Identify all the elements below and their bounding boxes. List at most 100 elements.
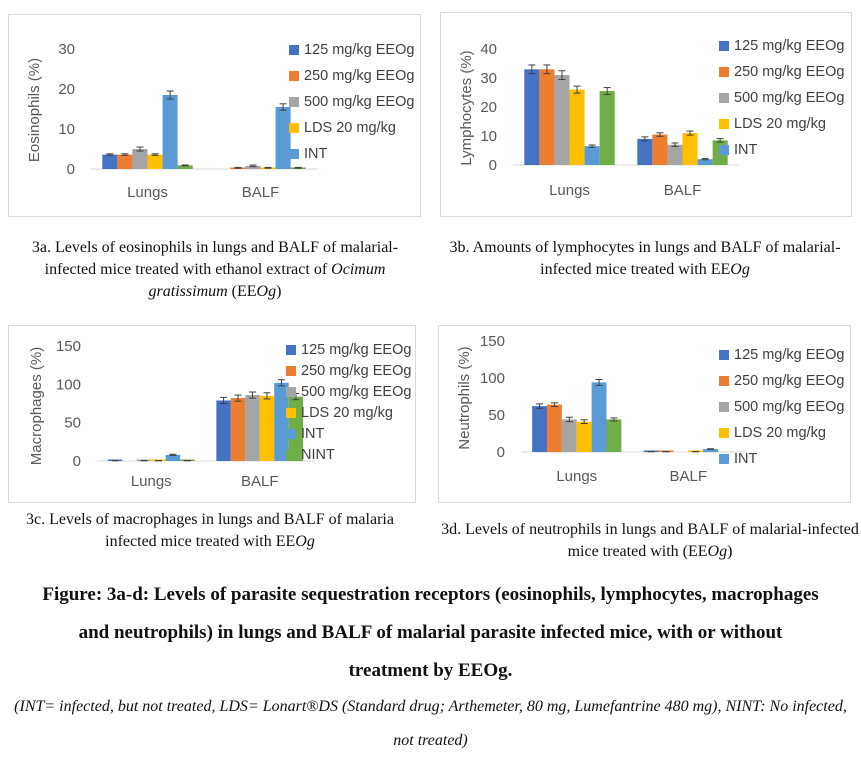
- error-bar: [707, 449, 714, 450]
- y-tick-label: 50: [488, 407, 505, 424]
- legend-item: LDS 20 mg/kg: [719, 111, 844, 137]
- figure-title: Figure: 3a-d: Levels of parasite sequest…: [0, 576, 861, 690]
- error-bar: [295, 167, 302, 168]
- legend-swatch: [719, 402, 729, 412]
- legend-label: 250 mg/kg EEOg: [301, 363, 411, 379]
- legend-swatch: [719, 145, 729, 155]
- bar-3c-balf-lds: [260, 396, 274, 461]
- x-category-label: BALF: [242, 184, 280, 201]
- legend-item: LDS 20 mg/kg: [719, 420, 844, 446]
- x-category-label: BALF: [669, 468, 707, 485]
- y-axis-label: Eosinophils (%): [26, 58, 43, 162]
- caption-3a-abbr-open: (EE: [228, 283, 257, 300]
- bar-3c-balf-250: [231, 398, 245, 461]
- legend-swatch: [289, 97, 299, 107]
- caption-3b-abbr-italic: Og: [730, 261, 750, 278]
- legend-item: INT: [719, 446, 844, 472]
- error-bar: [182, 165, 189, 166]
- legend-item: 500 mg/kg EEOg: [286, 381, 411, 402]
- y-tick-label: 0: [497, 444, 505, 461]
- y-tick-label: 20: [480, 99, 497, 116]
- caption-3b: 3b. Amounts of lymphocytes in lungs and …: [440, 237, 850, 281]
- y-tick-label: 30: [58, 41, 75, 58]
- y-axis-label: Lymphocytes (%): [458, 50, 475, 165]
- caption-3d-abbr-close: ): [727, 543, 732, 560]
- legend-label: 250 mg/kg EEOg: [734, 64, 844, 80]
- y-axis-label: Macrophages (%): [28, 347, 45, 465]
- legend-swatch: [719, 376, 729, 386]
- bar-3b-lungs-int: [585, 146, 600, 165]
- caption-3a-abbr-italic: Og: [257, 283, 277, 300]
- legend-swatch: [719, 93, 729, 103]
- caption-3c-abbr-italic: Og: [295, 533, 315, 550]
- legend-label: 125 mg/kg EEOg: [301, 342, 411, 358]
- y-tick-label: 100: [56, 376, 81, 393]
- bar-3a-lungs-lds: [148, 155, 163, 169]
- legend-label: 125 mg/kg EEOg: [734, 38, 844, 54]
- y-tick-label: 40: [480, 41, 497, 58]
- bar-3b-balf-125: [637, 139, 652, 165]
- legend-label: 500 mg/kg EEOg: [734, 90, 844, 106]
- y-tick-label: 10: [58, 121, 75, 138]
- legend-label: 500 mg/kg EEOg: [301, 384, 411, 400]
- bar-3d-lungs-lds: [577, 422, 592, 452]
- legend-swatch: [286, 429, 296, 439]
- error-bar: [234, 167, 241, 168]
- legend-swatch: [286, 387, 296, 397]
- y-tick-label: 0: [73, 453, 81, 470]
- legend-item: 500 mg/kg EEOg: [719, 394, 844, 420]
- bar-3b-balf-250: [652, 135, 667, 165]
- bar-3b-lungs-125: [524, 69, 539, 165]
- legend-label: 250 mg/kg EEOg: [304, 68, 414, 84]
- legend-label: INT: [734, 142, 757, 158]
- legend-swatch: [719, 350, 729, 360]
- x-category-label: Lungs: [127, 184, 168, 201]
- legend-label: NINT: [301, 447, 335, 463]
- bar-3d-lungs-500: [562, 419, 577, 452]
- caption-3a: 3a. Levels of eosinophils in lungs and B…: [10, 237, 420, 303]
- legend-label: LDS 20 mg/kg: [301, 405, 393, 421]
- bar-3a-lungs-250: [117, 155, 132, 169]
- legend-item: LDS 20 mg/kg: [289, 115, 414, 141]
- legend-swatch: [719, 41, 729, 51]
- legend-item: LDS 20 mg/kg: [286, 402, 411, 423]
- y-tick-label: 150: [480, 333, 505, 350]
- legend-label: INT: [304, 146, 327, 162]
- legend-item: 250 mg/kg EEOg: [286, 360, 411, 381]
- bar-3b-lungs-250: [539, 69, 554, 165]
- legend-item: INT: [289, 141, 414, 167]
- x-category-label: Lungs: [131, 473, 172, 490]
- bar-3b-lungs-lds: [570, 90, 585, 165]
- legend-label: 125 mg/kg EEOg: [734, 347, 844, 363]
- figure-note: (INT= infected, but not treated, LDS= Lo…: [0, 690, 861, 758]
- bar-3b-balf-500: [667, 145, 682, 165]
- legend-item: 250 mg/kg EEOg: [719, 368, 844, 394]
- bar-3a-lungs-125: [102, 155, 117, 169]
- legend-swatch: [719, 428, 729, 438]
- legend-label: LDS 20 mg/kg: [734, 116, 826, 132]
- y-tick-label: 0: [489, 157, 497, 174]
- caption-3d-text: 3d. Levels of neutrophils in lungs and B…: [441, 521, 859, 560]
- legend-label: 500 mg/kg EEOg: [304, 94, 414, 110]
- caption-3d: 3d. Levels of neutrophils in lungs and B…: [440, 519, 860, 563]
- legend-swatch: [286, 450, 296, 460]
- bar-3c-balf-125: [216, 400, 230, 461]
- legend-swatch: [286, 345, 296, 355]
- y-tick-label: 10: [480, 128, 497, 145]
- bar-3d-lungs-250: [547, 405, 562, 452]
- bar-3d-lungs-nint: [606, 419, 621, 452]
- legend-label: LDS 20 mg/kg: [734, 425, 826, 441]
- legend-label: INT: [301, 426, 324, 442]
- legend-item: INT: [286, 423, 411, 444]
- bar-3d-lungs-125: [532, 406, 547, 452]
- error-bar: [169, 454, 176, 455]
- x-category-label: BALF: [241, 473, 279, 490]
- legend-swatch: [289, 45, 299, 55]
- legend-item: 250 mg/kg EEOg: [289, 63, 414, 89]
- legend-item: 125 mg/kg EEOg: [286, 339, 411, 360]
